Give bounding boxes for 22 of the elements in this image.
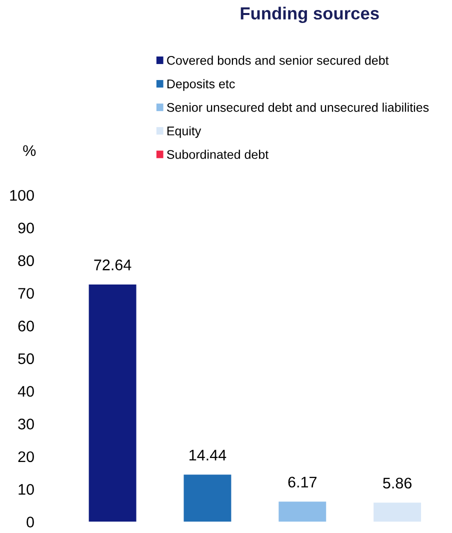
- legend-label: Subordinated debt: [166, 150, 268, 159]
- data-label: 14.44: [190, 450, 226, 460]
- y-tick-label: 30: [18, 418, 34, 430]
- chart-title: Funding sources: [240, 6, 379, 24]
- data-label: 72.64: [94, 260, 132, 270]
- y-tick-label: 80: [18, 255, 34, 266]
- y-tick-label: 100: [10, 190, 34, 201]
- y-tick-label: 20: [18, 451, 34, 462]
- legend-label: Equity: [167, 126, 202, 138]
- y-tick-label: 90: [18, 222, 34, 234]
- data-label: 5.86: [383, 478, 412, 489]
- y-axis-title: %: [23, 145, 36, 156]
- y-tick-label: 0: [26, 516, 34, 528]
- y-tick-label: 50: [18, 353, 34, 364]
- y-tick-label: 10: [18, 484, 34, 495]
- y-tick-label: 70: [18, 288, 34, 299]
- y-tick-label: 60: [18, 320, 34, 332]
- legend-label: Deposits etc: [167, 79, 235, 91]
- y-tick-label: 40: [18, 386, 34, 397]
- data-label: 6.17: [288, 476, 316, 488]
- legend-label: Senior unsecured debt and unsecured liabilities: [166, 102, 429, 112]
- legend-label: Covered bonds and senior secured debt: [167, 56, 389, 65]
